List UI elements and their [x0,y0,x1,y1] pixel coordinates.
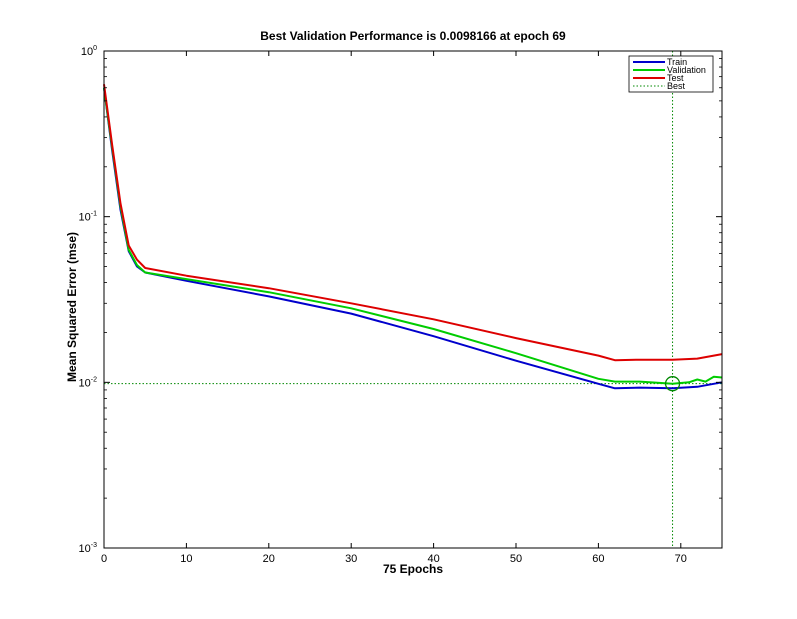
legend-label-test: Test [667,73,684,83]
legend-label-validation: Validation [667,65,706,75]
x-axis-label: 75 Epochs [383,562,443,576]
x-tick-label: 60 [592,553,604,565]
x-tick-label: 70 [675,553,687,565]
y-tick-label: 100 [81,45,97,58]
series-line-validation [103,87,723,385]
x-tick-label: 20 [263,553,275,565]
x-tick-label: 0 [101,553,107,565]
x-tick-label: 50 [510,553,522,565]
chart-title: Best Validation Performance is 0.0098166… [260,29,566,43]
legend-label-train: Train [667,57,687,67]
x-tick-label: 30 [345,553,357,565]
plot-area: 0 10 20 30 40 50 60 70 10-3 10-2 10-1 100 [79,45,723,565]
series-line-train [103,87,723,390]
legend-label-best: Best [667,81,686,91]
ticks-group: 0 10 20 30 40 50 60 70 10-3 10-2 10-1 100 [79,45,722,565]
series-line-test [103,84,723,362]
y-axis-label: Mean Squared Error (mse) [65,232,79,382]
x-tick-label: 40 [427,553,439,565]
x-tick-label: 10 [180,553,192,565]
axes-box [103,50,723,549]
y-tick-label: 10-3 [79,542,98,555]
y-tick-label: 10-2 [79,376,98,389]
y-tick-label: 10-1 [79,211,98,224]
best-marker [664,376,681,392]
series-group [103,84,723,390]
